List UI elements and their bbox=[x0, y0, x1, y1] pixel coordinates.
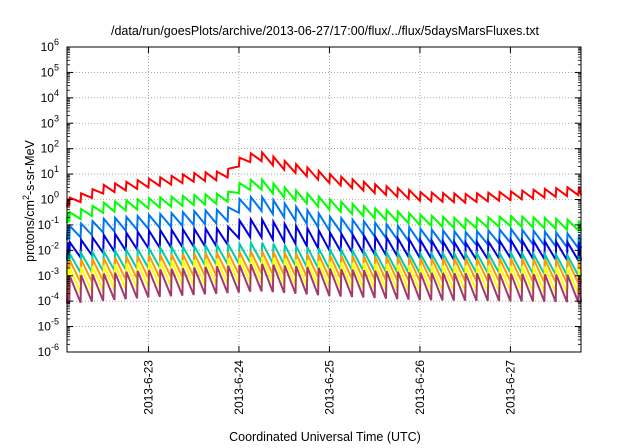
y-tick-label-base: 10 bbox=[41, 167, 55, 181]
y-tick-label-base: 10 bbox=[41, 65, 55, 79]
x-tick-label: 2013-6-27 bbox=[503, 360, 517, 415]
y-tick-label-base: 10 bbox=[41, 116, 55, 130]
y-tick-label: 10-5 bbox=[38, 317, 59, 334]
y-tick-label-exponent: -2 bbox=[51, 240, 59, 250]
y-axis-title: protons/cm2-s-sr-MeV bbox=[21, 139, 37, 261]
series-line-1 bbox=[66, 149, 582, 208]
y-tick-label-exponent: 5 bbox=[54, 62, 59, 72]
y-tick-label: 104 bbox=[41, 88, 59, 105]
y-tick-label-exponent: -4 bbox=[51, 291, 59, 301]
y-tick-label-base: 10 bbox=[38, 345, 52, 359]
y-tick-label: 105 bbox=[41, 62, 59, 79]
y-tick-label-exponent: 4 bbox=[54, 88, 59, 98]
y-tick-label-exponent: -1 bbox=[51, 215, 59, 225]
y-tick-label-base: 10 bbox=[41, 193, 55, 207]
y-tick-label-exponent: 3 bbox=[54, 113, 59, 123]
y-tick-label: 102 bbox=[41, 139, 59, 156]
y-axis-title-superscript: 2 bbox=[21, 195, 31, 200]
x-axis-title: Coordinated Universal Time (UTC) bbox=[229, 430, 421, 444]
y-tick-label-base: 10 bbox=[41, 40, 55, 54]
y-tick-label: 10-4 bbox=[38, 291, 59, 308]
x-tick-labels: 2013-6-23 2013-6-24 2013-6-25 2013-6-26 2013… bbox=[141, 360, 517, 415]
y-tick-label: 10-2 bbox=[38, 240, 59, 257]
chart-title: /data/run/goesPlots/archive/2013-06-27/1… bbox=[111, 24, 540, 38]
y-tick-labels: 10610510410310210110010-110-210-310-410-… bbox=[38, 37, 59, 359]
x-tick-label: 2013-6-23 bbox=[141, 360, 155, 415]
y-tick-label-exponent: 1 bbox=[54, 164, 59, 174]
series-group bbox=[66, 149, 582, 304]
y-tick-label-exponent: 0 bbox=[54, 190, 59, 200]
y-tick-label-exponent: -3 bbox=[51, 266, 59, 276]
y-tick-label-exponent: -6 bbox=[51, 342, 59, 352]
y-tick-label-base: 10 bbox=[38, 294, 52, 308]
y-tick-label: 10-1 bbox=[38, 215, 59, 232]
series-line-2 bbox=[66, 176, 582, 233]
y-tick-label: 103 bbox=[41, 113, 59, 130]
y-tick-label: 106 bbox=[41, 37, 59, 54]
y-tick-label-exponent: 2 bbox=[54, 139, 59, 149]
y-tick-label-exponent: -5 bbox=[51, 317, 59, 327]
x-tick-label: 2013-6-24 bbox=[232, 360, 246, 415]
y-tick-label-exponent: 6 bbox=[54, 37, 59, 47]
y-tick-label-base: 10 bbox=[41, 142, 55, 156]
y-tick-label: 10-3 bbox=[38, 266, 59, 283]
x-tick-label: 2013-6-25 bbox=[322, 360, 336, 415]
y-tick-label-base: 10 bbox=[38, 320, 52, 334]
y-axis-title-unit: -s-sr-MeV bbox=[23, 139, 37, 195]
y-tick-label-base: 10 bbox=[38, 269, 52, 283]
series-line-8 bbox=[66, 263, 582, 304]
y-tick-label: 10-6 bbox=[38, 342, 59, 359]
y-tick-label-base: 10 bbox=[38, 243, 52, 257]
y-tick-label: 101 bbox=[41, 164, 59, 181]
x-tick-label: 2013-6-26 bbox=[413, 360, 427, 415]
y-tick-label-base: 10 bbox=[41, 91, 55, 105]
axis-ticks bbox=[67, 46, 581, 353]
y-tick-label-base: 10 bbox=[38, 218, 52, 232]
y-axis-title-main: protons/cm bbox=[23, 200, 37, 262]
y-tick-label: 100 bbox=[41, 190, 59, 207]
